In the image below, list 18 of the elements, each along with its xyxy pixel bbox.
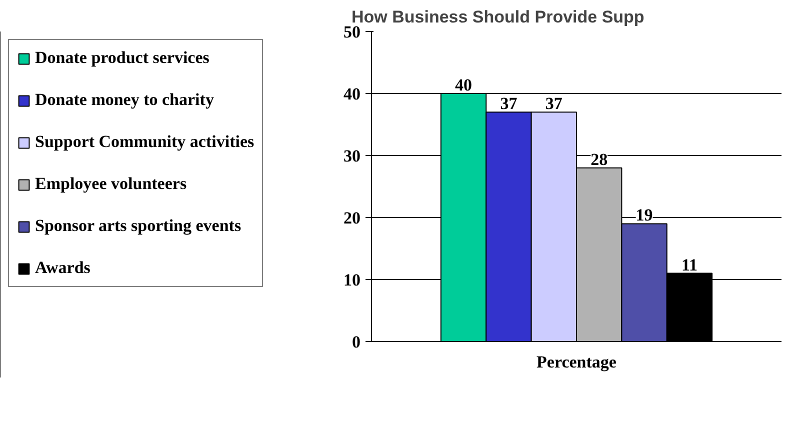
y-tick-label: 30 <box>344 146 360 166</box>
y-tick-label: 20 <box>344 208 360 228</box>
legend-label: Sponsor arts sporting events <box>35 216 242 236</box>
data-label: 28 <box>590 150 608 169</box>
x-tick-label: Percentage <box>536 352 617 372</box>
legend-label: Donate money to charity <box>35 90 214 110</box>
y-tick-label: 40 <box>344 84 360 104</box>
data-label: 19 <box>636 206 653 225</box>
legend-label: Support Community activities <box>35 132 254 152</box>
data-label: 37 <box>500 94 518 114</box>
data-label: 11 <box>681 255 698 274</box>
legend-label: Employee volunteers <box>35 174 187 194</box>
y-tick-label: 0 <box>352 332 360 352</box>
data-label: 37 <box>545 94 563 114</box>
data-label: 40 <box>455 76 472 94</box>
legend-label: Donate product services <box>35 48 210 68</box>
legend-label: Awards <box>35 258 90 278</box>
y-tick-label: 10 <box>344 270 360 290</box>
